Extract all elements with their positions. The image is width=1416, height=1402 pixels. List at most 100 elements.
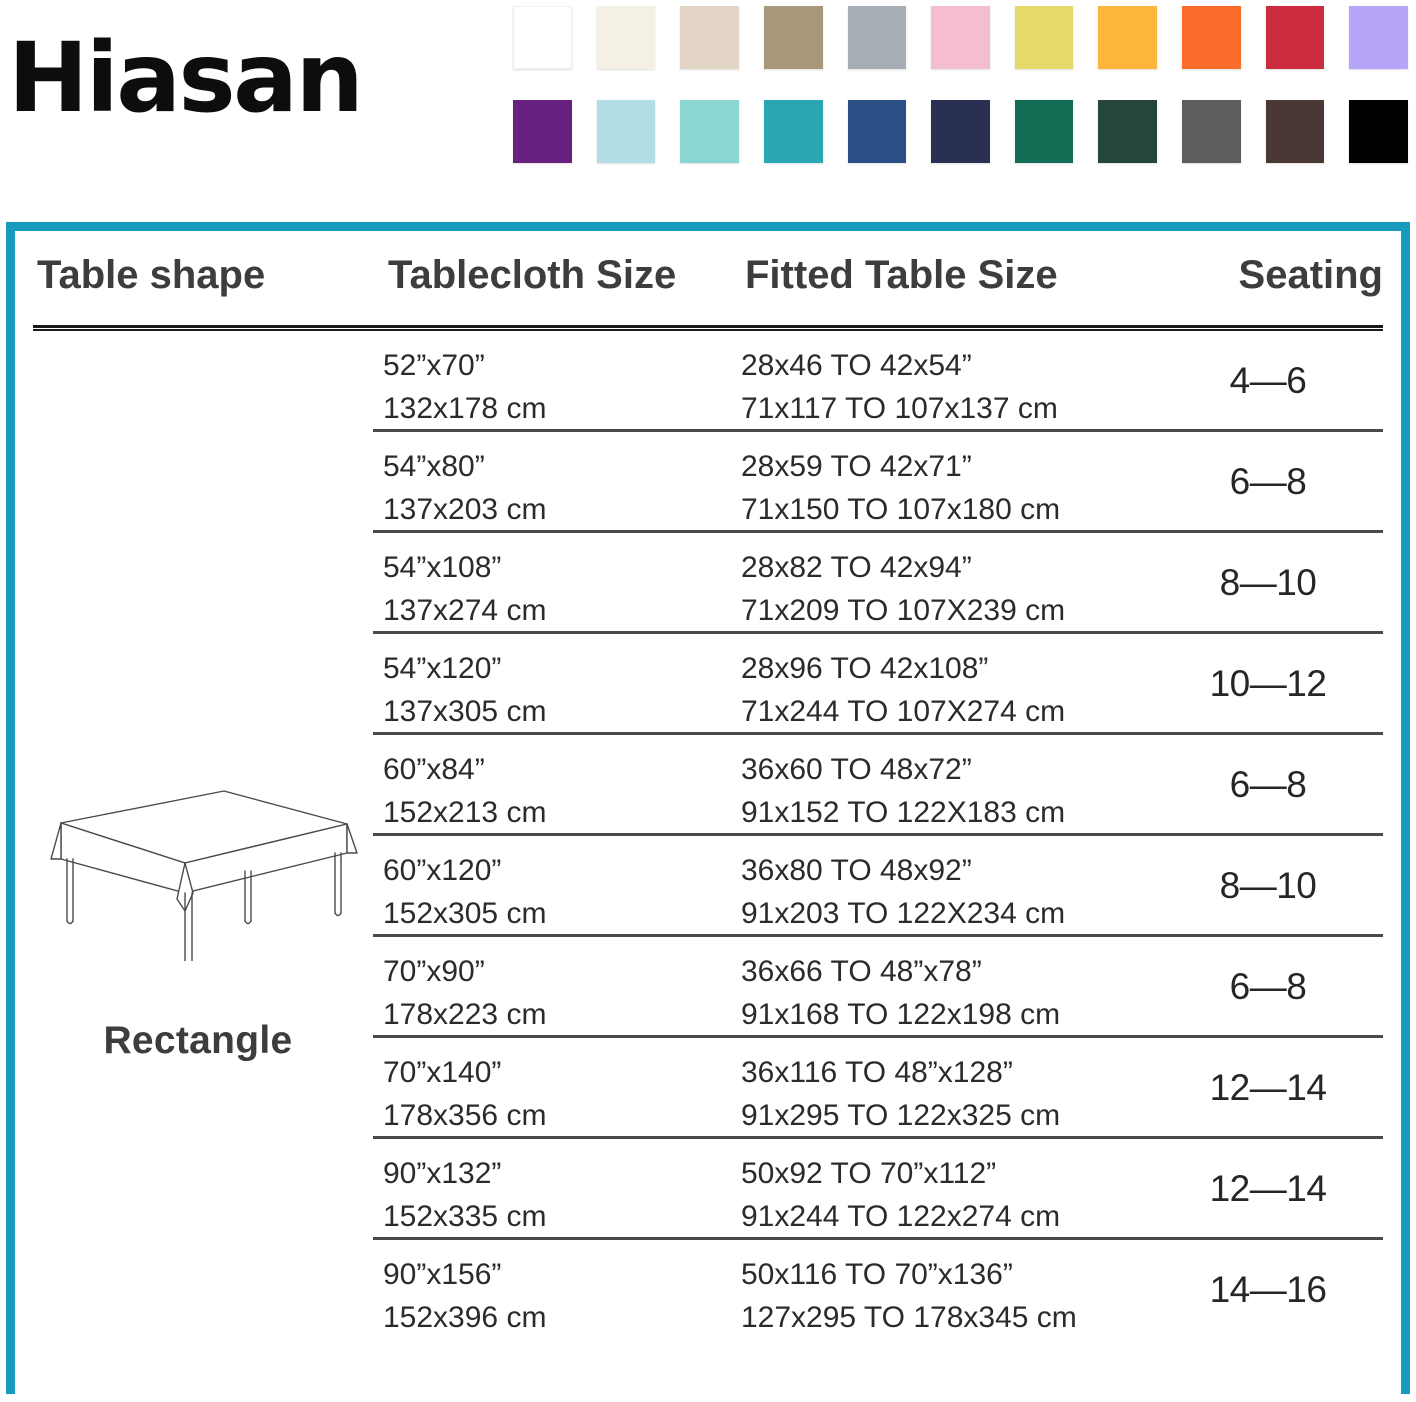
cell-seating: 6—8 xyxy=(1229,461,1307,503)
cell-fitted-table-size: 28x59 TO 42x71” 71x150 TO 107x180 cm xyxy=(741,446,1060,531)
cell-fitted-table-size: 28x46 TO 42x54” 71x117 TO 107x137 cm xyxy=(741,345,1058,430)
cell-seating: 6—8 xyxy=(1229,764,1307,806)
color-swatch-taupe[interactable] xyxy=(763,6,823,69)
color-swatch-aqua-mint[interactable] xyxy=(680,100,739,163)
tablecloth-size-cm: 152x335 cm xyxy=(383,1199,547,1233)
fitted-size-inches: 28x96 TO 42x108” xyxy=(741,652,989,685)
column-header-tablecloth-size: Tablecloth Size xyxy=(388,253,677,297)
fitted-size-inches: 36x66 TO 48”x78” xyxy=(741,955,982,988)
table-shape-label: Rectangle xyxy=(103,1019,293,1062)
color-swatch-purple[interactable] xyxy=(513,100,572,163)
tablecloth-size-inches: 60”x84” xyxy=(383,753,485,786)
table-body: Rectangle 52”x70” 132x178 cm 28x46 TO 42x5… xyxy=(15,331,1401,1381)
table-row: 60”x120” 152x305 cm 36x80 TO 48x92” 91x203 … xyxy=(373,836,1383,937)
table-row: 90”x156” 152x396 cm 50x116 TO 70”x136” 127x… xyxy=(373,1240,1383,1341)
color-swatch-ivory[interactable] xyxy=(596,6,656,69)
cell-tablecloth-size: 60”x84” 152x213 cm xyxy=(383,749,546,834)
tablecloth-size-cm: 137x305 cm xyxy=(383,694,547,728)
cell-seating: 12—14 xyxy=(1209,1067,1327,1109)
cell-seating: 6—8 xyxy=(1229,966,1307,1008)
color-swatch-emerald[interactable] xyxy=(1014,100,1074,163)
color-swatch-denim-blue[interactable] xyxy=(847,100,907,163)
color-swatch-dark-brown[interactable] xyxy=(1265,100,1325,163)
color-swatch-black[interactable] xyxy=(1349,100,1409,163)
color-swatch-silver-gray[interactable] xyxy=(847,6,907,69)
color-swatch-teal[interactable] xyxy=(763,100,823,163)
fitted-size-inches: 28x82 TO 42x94” xyxy=(741,551,972,584)
cell-tablecloth-size: 54”x80” 137x203 cm xyxy=(383,446,546,531)
color-swatch-charcoal-gray[interactable] xyxy=(1182,100,1241,163)
tablecloth-size-inches: 90”x132” xyxy=(383,1157,502,1190)
column-header-table-shape: Table shape xyxy=(37,253,266,297)
top-band: Hiasan xyxy=(0,0,1416,205)
table-row: 70”x140” 178x356 cm 36x116 TO 48”x128” 91x2… xyxy=(373,1038,1383,1139)
color-swatch-lavender[interactable] xyxy=(1349,6,1408,69)
color-swatch-grid xyxy=(513,6,1409,163)
cell-tablecloth-size: 70”x90” 178x223 cm xyxy=(383,951,546,1036)
header-divider xyxy=(33,325,1383,331)
color-swatch-forest-green[interactable] xyxy=(1098,100,1158,163)
cell-seating: 4—6 xyxy=(1229,360,1307,402)
cell-seating: 8—10 xyxy=(1219,562,1317,604)
color-swatch-navy[interactable] xyxy=(931,100,990,163)
fitted-size-inches: 50x92 TO 70”x112” xyxy=(741,1157,997,1190)
color-swatch-marigold[interactable] xyxy=(1098,6,1158,69)
color-swatch-white[interactable] xyxy=(513,6,572,69)
brand-logo: Hiasan xyxy=(8,8,478,148)
cell-tablecloth-size: 54”x120” 137x305 cm xyxy=(383,648,546,733)
cell-tablecloth-size: 70”x140” 178x356 cm xyxy=(383,1052,546,1137)
table-row: 52”x70” 132x178 cm 28x46 TO 42x54” 71x117 T… xyxy=(373,331,1383,432)
color-swatch-blush-pink[interactable] xyxy=(931,6,990,69)
fitted-size-cm: 71x209 TO 107X239 cm xyxy=(741,593,1066,627)
tablecloth-size-cm: 152x213 cm xyxy=(383,795,547,829)
fitted-size-inches: 36x116 TO 48”x128” xyxy=(741,1056,1013,1089)
cell-tablecloth-size: 90”x156” 152x396 cm xyxy=(383,1254,546,1339)
tablecloth-size-inches: 54”x120” xyxy=(383,652,502,685)
fitted-size-cm: 91x152 TO 122X183 cm xyxy=(741,795,1066,829)
size-rows: 52”x70” 132x178 cm 28x46 TO 42x54” 71x117 T… xyxy=(373,331,1383,1341)
fitted-size-inches: 36x80 TO 48x92” xyxy=(741,854,972,887)
tablecloth-size-inches: 54”x80” xyxy=(383,450,485,483)
table-row: 70”x90” 178x223 cm 36x66 TO 48”x78” 91x168 … xyxy=(373,937,1383,1038)
tablecloth-size-cm: 152x305 cm xyxy=(383,896,547,930)
fitted-size-inches: 28x46 TO 42x54” xyxy=(741,349,972,382)
tablecloth-size-inches: 70”x90” xyxy=(383,955,485,988)
fitted-size-cm: 91x244 TO 122x274 cm xyxy=(741,1199,1061,1233)
size-chart-card: Table shape Tablecloth Size Fitted Table… xyxy=(6,222,1410,1402)
color-swatch-orange[interactable] xyxy=(1182,6,1241,69)
cell-seating: 12—14 xyxy=(1209,1168,1327,1210)
fitted-size-cm: 71x117 TO 107x137 cm xyxy=(741,391,1058,425)
tablecloth-size-inches: 52”x70” xyxy=(383,349,485,382)
cell-seating: 14—16 xyxy=(1209,1269,1327,1311)
cell-tablecloth-size: 60”x120” 152x305 cm xyxy=(383,850,546,935)
color-swatch-row-2 xyxy=(513,100,1409,163)
cell-seating: 10—12 xyxy=(1209,663,1327,705)
color-swatch-row-1 xyxy=(513,6,1408,69)
color-swatch-yellow[interactable] xyxy=(1014,6,1074,69)
tablecloth-size-inches: 90”x156” xyxy=(383,1258,502,1291)
table-row: 90”x132” 152x335 cm 50x92 TO 70”x112” 91x24… xyxy=(373,1139,1383,1240)
color-swatch-powder-blue[interactable] xyxy=(596,100,656,163)
table-row: 54”x108” 137x274 cm 28x82 TO 42x94” 71x209 … xyxy=(373,533,1383,634)
cell-seating: 8—10 xyxy=(1219,865,1317,907)
cell-fitted-table-size: 28x82 TO 42x94” 71x209 TO 107X239 cm xyxy=(741,547,1065,632)
fitted-size-cm: 91x203 TO 122X234 cm xyxy=(741,896,1066,930)
size-chart-card-inner: Table shape Tablecloth Size Fitted Table… xyxy=(15,253,1401,1402)
tablecloth-size-cm: 178x356 cm xyxy=(383,1098,547,1132)
cell-fitted-table-size: 50x92 TO 70”x112” 91x244 TO 122x274 cm xyxy=(741,1153,1060,1238)
tablecloth-size-cm: 178x223 cm xyxy=(383,997,547,1031)
color-swatch-beige[interactable] xyxy=(680,6,739,69)
tablecloth-size-cm: 137x203 cm xyxy=(383,492,547,526)
cell-tablecloth-size: 54”x108” 137x274 cm xyxy=(383,547,546,632)
cell-fitted-table-size: 50x116 TO 70”x136” 127x295 TO 178x345 cm xyxy=(741,1254,1077,1339)
cell-fitted-table-size: 36x116 TO 48”x128” 91x295 TO 122x325 cm xyxy=(741,1052,1060,1137)
color-swatch-crimson-red[interactable] xyxy=(1265,6,1325,69)
tablecloth-size-inches: 54”x108” xyxy=(383,551,502,584)
fitted-size-inches: 50x116 TO 70”x136” xyxy=(741,1258,1013,1291)
tablecloth-size-cm: 132x178 cm xyxy=(383,391,547,425)
table-header-row: Table shape Tablecloth Size Fitted Table… xyxy=(33,253,1383,325)
fitted-size-inches: 36x60 TO 48x72” xyxy=(741,753,972,786)
table-shape-column: Rectangle xyxy=(33,331,373,1381)
cell-tablecloth-size: 90”x132” 152x335 cm xyxy=(383,1153,546,1238)
